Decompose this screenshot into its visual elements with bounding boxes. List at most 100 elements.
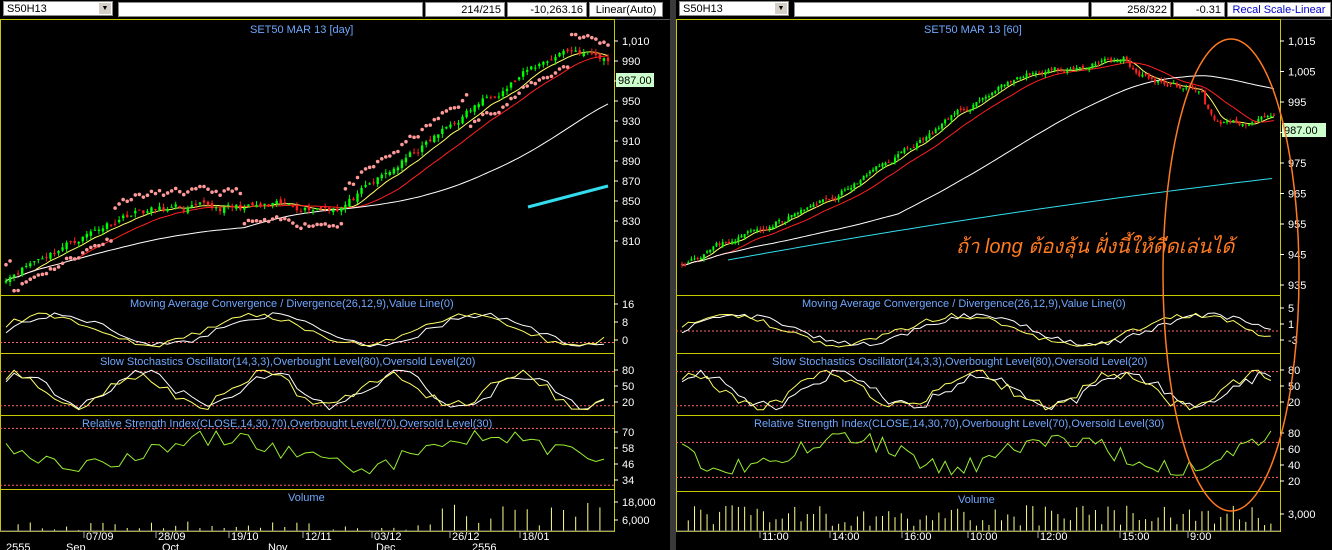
candle-body	[1097, 62, 1100, 64]
candle-body	[1100, 60, 1103, 62]
volume-panel-title: Volume	[288, 492, 325, 504]
sar-dot	[287, 218, 291, 222]
chevron-down-icon[interactable]: ▼	[99, 3, 111, 14]
sar-dot	[533, 81, 538, 86]
right-chart-canvas[interactable]: 1,0151,005995985975965955945935987.00SET…	[676, 0, 1332, 550]
candle-body	[154, 209, 157, 211]
candle-body	[178, 206, 181, 208]
sar-dot	[105, 237, 109, 242]
candle-body	[348, 199, 351, 207]
sar-dot	[521, 85, 525, 89]
candle-body	[994, 91, 997, 93]
sar-dot	[448, 106, 453, 111]
candle-body	[843, 189, 846, 191]
candle-body	[477, 104, 480, 108]
candle-body	[699, 258, 702, 260]
rsi-panel-tick-label: 70	[622, 427, 634, 439]
ma-yellow-line	[5, 51, 609, 282]
left-scale-button[interactable]: Linear(Auto)	[589, 2, 663, 17]
candle-body	[473, 105, 476, 112]
candle-body	[570, 50, 573, 52]
stoch-panel-tick-label: 20	[1288, 397, 1300, 409]
left-chart-pane[interactable]: S50H13 ▼ 214/215 -10,263.16 Linear(Auto)…	[0, 0, 670, 550]
sar-dot	[339, 221, 344, 226]
pane-splitter[interactable]	[670, 0, 676, 550]
candle-body	[117, 219, 121, 223]
candle-body	[239, 204, 242, 210]
candle-body	[77, 241, 80, 244]
candle-body	[546, 61, 549, 63]
chevron-down-icon[interactable]: ▼	[775, 3, 787, 14]
candle-body	[828, 198, 831, 200]
candle-body	[501, 91, 505, 97]
sar-dot	[56, 265, 61, 269]
candle-body	[1016, 77, 1019, 80]
sar-dot	[282, 216, 287, 221]
candle-body	[441, 128, 444, 135]
candle-body	[887, 162, 890, 164]
left-symbol-select[interactable]: S50H13 ▼	[3, 1, 113, 16]
candle-body	[336, 208, 339, 211]
month-tick-label: Dec	[376, 542, 396, 550]
candle-body	[1013, 80, 1016, 84]
price-tick-label: 910	[622, 136, 640, 148]
candle-body	[25, 265, 28, 267]
sar-dot	[157, 188, 162, 193]
sar-dot	[210, 190, 214, 194]
sar-dot	[585, 33, 590, 38]
candle-body	[806, 207, 809, 210]
candle-body	[598, 53, 602, 60]
stoch-panel-tick-label: 50	[622, 381, 634, 393]
candle-body	[756, 229, 759, 232]
candle-body	[89, 231, 93, 236]
candle-body	[853, 183, 856, 189]
right-chart-pane[interactable]: S50H13 ▼ 258/322 -0.31 Recal Scale-Linea…	[676, 0, 1332, 550]
sar-dot	[250, 219, 255, 224]
candle-body	[771, 226, 774, 229]
sar-dot	[214, 189, 218, 194]
price-tick-label: 1,010	[622, 36, 650, 48]
month-tick-label: Nov	[268, 542, 288, 550]
candle-body	[684, 263, 687, 265]
candle-body	[1003, 84, 1006, 87]
candle-body	[416, 152, 420, 154]
candle-body	[1169, 84, 1172, 86]
candle-body	[93, 229, 97, 231]
candle-body	[279, 199, 282, 204]
candle-body	[340, 207, 343, 212]
stoch-panel-tick-label: 80	[622, 365, 634, 377]
candle-body	[198, 202, 202, 205]
candle-body	[906, 147, 909, 149]
candle-body	[734, 241, 737, 243]
candle-body	[392, 168, 396, 174]
price-tick-label: 850	[622, 196, 640, 208]
candle-body	[727, 242, 730, 244]
sar-dot	[266, 219, 271, 224]
candle-body	[834, 198, 837, 200]
candle-body	[182, 209, 185, 211]
candle-body	[1150, 77, 1153, 79]
right-scale-button[interactable]: Recal Scale-Linear	[1227, 2, 1331, 17]
left-chart-canvas[interactable]: 1,010990970950930910890870850830810987.0…	[0, 0, 670, 550]
candle-body	[271, 203, 274, 206]
candle-body	[1226, 121, 1229, 123]
sar-dot	[89, 245, 93, 250]
candle-body	[881, 163, 884, 167]
macd-panel-line	[681, 312, 1271, 347]
sar-dot	[311, 224, 315, 228]
candle-body	[984, 96, 987, 99]
candle-body	[109, 224, 113, 226]
sar-dot	[412, 135, 416, 140]
right-symbol-select[interactable]: S50H13 ▼	[679, 1, 789, 16]
sar-dot	[371, 164, 376, 169]
candle-body	[1191, 86, 1194, 89]
candle-body	[1106, 59, 1109, 61]
candle-body	[765, 229, 768, 231]
stoch-panel-line	[681, 369, 1272, 411]
candle-body	[255, 204, 258, 208]
candle-body	[287, 204, 291, 206]
sar-dot	[52, 267, 57, 271]
candle-body	[1113, 60, 1116, 62]
sar-dot	[561, 64, 566, 69]
sar-dot	[460, 98, 465, 103]
